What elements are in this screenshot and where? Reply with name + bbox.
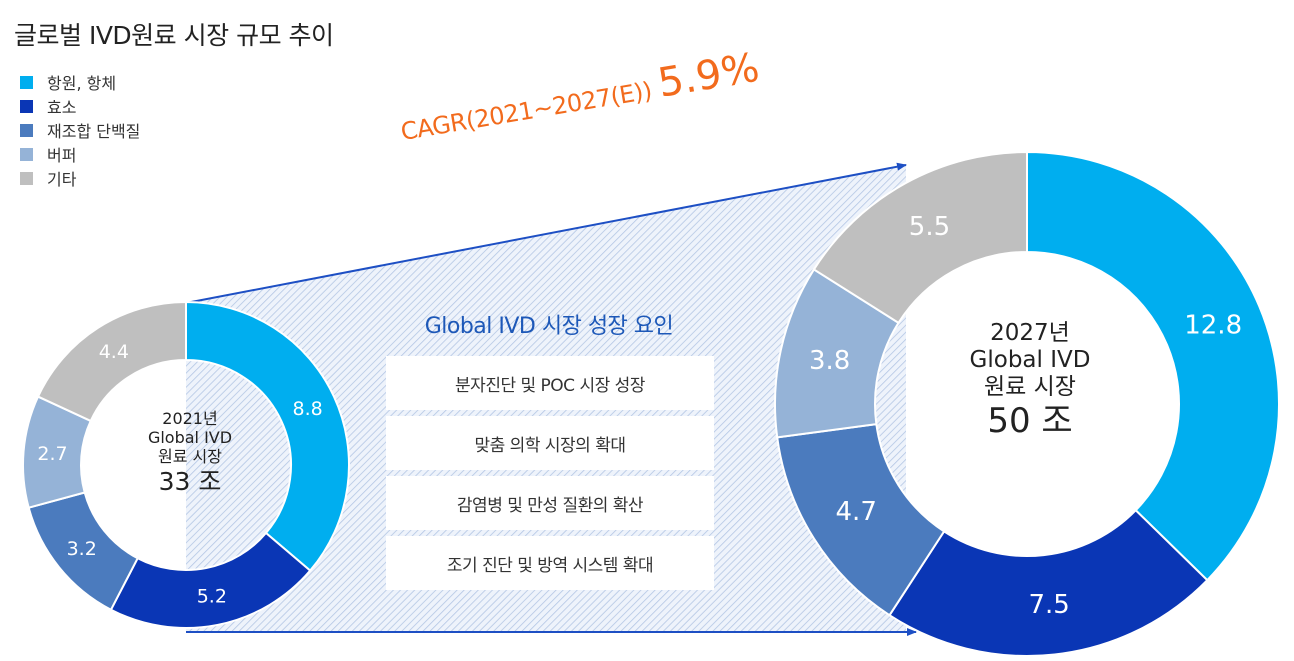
legend-swatch xyxy=(20,123,33,137)
donut-chart-2027: 12.8 7.5 4.7 3.8 5.5 xyxy=(774,150,1280,657)
center-market: 원료 시장 xyxy=(158,446,222,466)
growth-factor-item: 조기 진단 및 방역 시스템 확대 xyxy=(386,536,714,590)
legend-label: 버퍼 xyxy=(47,146,77,165)
legend-swatch xyxy=(20,99,33,113)
legend-item: 항원, 항체 xyxy=(20,70,140,94)
legend-item: 효소 xyxy=(20,94,140,118)
legend-item: 버퍼 xyxy=(20,142,140,166)
donut-slice-label: 7.5 xyxy=(1028,590,1069,620)
growth-factor-item: 감염병 및 만성 질환의 확산 xyxy=(386,476,714,530)
center-name: Global IVD xyxy=(969,347,1091,374)
donut-slice xyxy=(185,300,350,572)
donut-slice xyxy=(36,300,187,423)
expansion-arrow-top xyxy=(185,162,907,304)
donut-slice xyxy=(888,508,1209,657)
legend-label: 재조합 단백질 xyxy=(47,122,141,141)
growth-factor-item: 분자진단 및 POC 시장 성장 xyxy=(386,356,714,410)
legend: 항원, 항체 효소 재조합 단백질 버퍼 기타 xyxy=(20,70,140,190)
growth-factors-title: Global IVD 시장 성장 요인 xyxy=(424,314,674,339)
donut-chart-2021: 8.8 5.2 3.2 2.7 4.4 xyxy=(22,300,350,629)
donut-slice-label: 3.2 xyxy=(67,538,97,560)
legend-item: 재조합 단백질 xyxy=(20,118,140,142)
donut-slice xyxy=(812,150,1028,325)
growth-factor-item: 맞춤 의학 시장의 확대 xyxy=(386,416,714,470)
center-year: 2021년 xyxy=(162,409,218,428)
chart-title: 글로벌 IVD원료 시장 규모 추이 xyxy=(14,21,334,50)
center-name: Global IVD xyxy=(147,427,233,447)
legend-label: 기타 xyxy=(47,170,77,189)
legend-swatch xyxy=(20,171,33,185)
legend-swatch xyxy=(20,147,33,161)
center-total: 50 조 xyxy=(987,401,1073,442)
center-market: 원료 시장 xyxy=(984,374,1076,401)
donut-slice-label: 2.7 xyxy=(37,443,67,465)
donut-slice-label: 4.7 xyxy=(836,497,877,527)
legend-swatch xyxy=(20,75,33,89)
donut-slice-label: 8.8 xyxy=(293,398,323,420)
legend-label: 항원, 항체 xyxy=(47,74,117,93)
legend-label: 효소 xyxy=(47,98,77,117)
center-year: 2027년 xyxy=(990,320,1070,346)
donut-center-2021: 2021년 Global IVD 원료 시장 33 조 xyxy=(130,409,250,496)
donut-slice-label: 3.8 xyxy=(809,346,850,376)
donut-slice-label: 5.5 xyxy=(909,212,950,242)
donut-slice-label: 5.2 xyxy=(197,585,227,607)
donut-slice-label: 12.8 xyxy=(1184,311,1242,341)
legend-item: 기타 xyxy=(20,166,140,190)
donut-center-2027: 2027년 Global IVD 원료 시장 50 조 xyxy=(940,320,1120,441)
donut-slice-label: 4.4 xyxy=(99,341,129,363)
center-total: 33 조 xyxy=(158,466,222,496)
donut-slice xyxy=(1026,150,1280,582)
